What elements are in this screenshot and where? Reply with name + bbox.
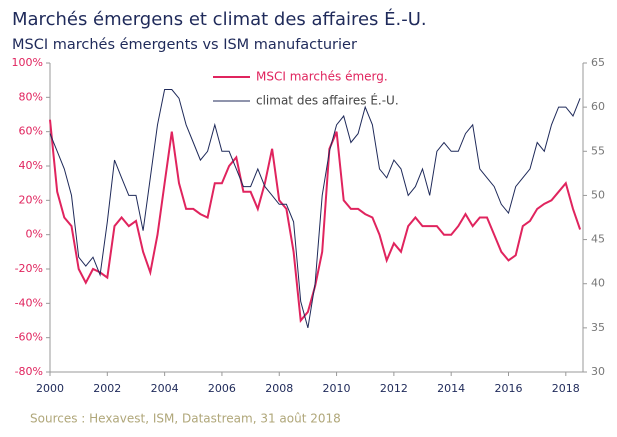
y2-tick-label: 40 (591, 277, 605, 290)
y-tick-label: 80% (19, 90, 43, 103)
y-tick-label: 20% (19, 193, 43, 206)
y2-tick-label: 50 (591, 188, 605, 201)
chart-title: Marchés émergens et climat des affaires … (12, 8, 427, 30)
x-tick-label: 2014 (437, 382, 465, 395)
y-tick-label: 0% (26, 228, 43, 241)
y-tick-label: -80% (15, 365, 43, 378)
x-tick-label: 2002 (93, 382, 121, 395)
series-line (49, 119, 582, 323)
legend-label: climat des affaires É.-U. (256, 93, 399, 108)
legend-label: MSCI marchés émerg. (256, 70, 388, 84)
x-tick-label: 2012 (380, 382, 408, 395)
y2-tick-label: 60 (591, 100, 605, 113)
chart-subtitle: MSCI marchés émergents vs ISM manufactur… (12, 37, 357, 53)
x-tick-label: 2010 (323, 382, 351, 395)
y2-tick-label: 65 (591, 56, 605, 69)
y2-tick-label: 35 (591, 321, 605, 334)
series-line (49, 89, 581, 329)
x-tick-label: 2004 (151, 382, 179, 395)
y-tick-label: 60% (19, 125, 43, 138)
source: Sources : Hexavest, ISM, Datastream, 31 … (30, 412, 341, 426)
y-tick-label: 40% (19, 159, 43, 172)
x-tick-label: 2018 (552, 382, 580, 395)
x-tick-label: 2000 (36, 382, 64, 395)
y-tick-label: -40% (15, 296, 43, 309)
x-tick-label: 2016 (494, 382, 522, 395)
x-tick-label: 2008 (265, 382, 293, 395)
y-tick-label: -20% (15, 262, 43, 275)
y-tick-label: -60% (15, 331, 43, 344)
y-tick-label: 100% (12, 56, 43, 69)
y2-tick-label: 45 (591, 233, 605, 246)
x-tick-label: 2006 (208, 382, 236, 395)
y2-tick-label: 55 (591, 144, 605, 157)
y2-tick-label: 30 (591, 365, 605, 378)
